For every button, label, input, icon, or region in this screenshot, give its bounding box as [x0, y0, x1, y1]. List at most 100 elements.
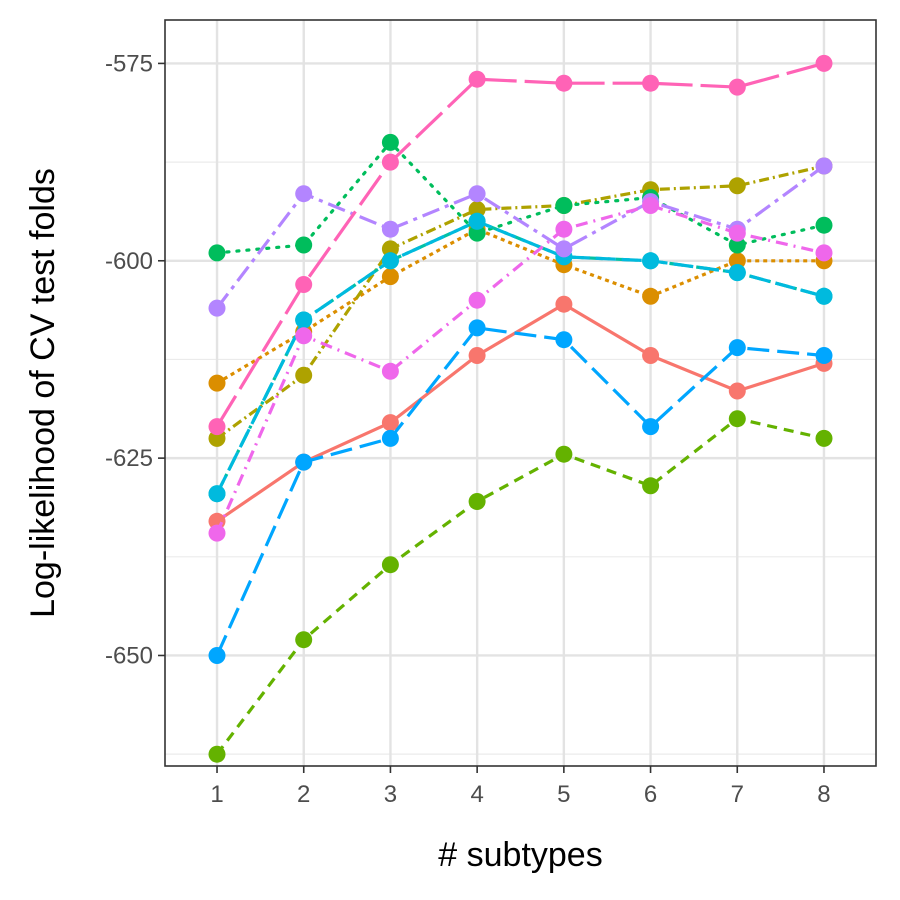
series-10-point-1: [208, 524, 226, 542]
series-9-point-3: [381, 220, 399, 238]
series-4-point-7: [728, 410, 746, 428]
x-tick-label: 6: [644, 781, 657, 808]
series-10-point-8: [815, 244, 833, 262]
series-4-point-6: [642, 477, 660, 495]
series-10-point-6: [642, 197, 660, 214]
series-11-line: [215, 61, 825, 428]
series-3-point-2: [295, 366, 313, 384]
x-tick-label: 1: [210, 781, 223, 808]
x-tick-label: 3: [384, 781, 397, 808]
series-11-point-5: [555, 74, 573, 92]
series-6-line: [215, 219, 825, 495]
x-tick-label: 2: [297, 781, 310, 808]
series-layer: [208, 54, 833, 763]
x-tick-label: 8: [817, 781, 830, 808]
panel-border: [164, 19, 877, 767]
series-7-point-2: [295, 311, 313, 329]
series-8-line: [215, 326, 825, 657]
series-1-point-7: [728, 382, 746, 400]
series-11-point-8: [815, 54, 833, 72]
series-4-point-4: [468, 493, 486, 510]
x-axis-title: # subtypes: [438, 836, 602, 874]
series-5-line: [215, 140, 826, 255]
x-tick-label: 7: [731, 781, 744, 808]
series-2-point-1: [208, 374, 226, 392]
series-11: [208, 54, 833, 436]
series-4-point-2: [295, 631, 313, 649]
series-10-point-3: [381, 362, 399, 380]
series-9-point-8: [815, 157, 833, 175]
series-2-point-6: [642, 287, 660, 305]
series-9-point-5: [555, 240, 573, 258]
series-10-line: [215, 203, 825, 534]
x-tick-label: 5: [557, 781, 570, 808]
series-5-point-5: [555, 197, 573, 214]
series-4-point-3: [381, 556, 399, 574]
series-1-line: [216, 302, 825, 523]
series-4-point-1: [208, 745, 226, 763]
series-7-point-7: [728, 264, 746, 282]
y-tick-label: -575: [105, 50, 153, 77]
series-10-point-4: [468, 291, 486, 309]
series-10: [208, 197, 833, 542]
series-5-point-1: [208, 244, 226, 262]
series-3-line: [216, 164, 825, 440]
series-11-point-4: [468, 70, 486, 88]
series-1-point-4: [468, 347, 486, 364]
y-tick-label: -600: [105, 248, 153, 275]
series-1-point-5: [555, 295, 573, 313]
series-11-point-6: [642, 74, 660, 92]
series-3-point-1: [208, 429, 226, 447]
axis-ticks: [158, 62, 825, 773]
tick-labels: -650 -625 -600 -575 1 2 3 4 5 6 7 8: [105, 50, 831, 808]
series-5-point-8: [815, 216, 833, 234]
series-9-point-2: [295, 185, 313, 203]
series-1-point-6: [642, 347, 660, 364]
series-7-point-4: [468, 212, 486, 230]
series-8-point-3: [381, 429, 399, 447]
series-11-point-1: [208, 418, 226, 436]
series-10-point-2: [295, 327, 313, 345]
y-axis-title: Log-likelihood of CV test folds: [24, 168, 62, 618]
series-7-point-8: [815, 287, 833, 305]
series-11-point-3: [381, 153, 399, 171]
series-7-line: [215, 219, 825, 495]
series-8-point-1: [208, 647, 226, 664]
series-5-point-3: [381, 133, 399, 151]
series-10-point-5: [555, 220, 573, 238]
y-tick-label: -650: [105, 642, 153, 669]
series-1-point-3: [381, 414, 399, 432]
series-3-point-7: [728, 177, 746, 195]
series-9-point-4: [468, 185, 486, 203]
x-tick-label: 4: [470, 781, 483, 808]
series-4-line: [215, 417, 825, 756]
series-8-point-5: [555, 331, 573, 349]
series-7-point-3: [381, 252, 399, 270]
series-3-point-3: [381, 240, 399, 258]
series-8-point-4: [468, 319, 486, 337]
series-9-line: [215, 164, 825, 310]
series-5-point-7: [728, 236, 746, 254]
series-8-point-7: [728, 339, 746, 357]
series-10-point-7: [728, 224, 746, 242]
series-11-point-7: [728, 78, 746, 96]
series-2-point-7: [728, 252, 746, 270]
series-11-point-2: [295, 276, 313, 293]
series-4-point-5: [555, 445, 573, 463]
series-9-point-1: [208, 299, 226, 317]
series-5-point-2: [295, 236, 313, 254]
series-8-point-6: [642, 418, 660, 436]
series-8-point-8: [815, 347, 833, 364]
series-3-point-4: [468, 201, 486, 218]
series-5-point-4: [468, 224, 486, 242]
series-8-point-2: [295, 453, 313, 471]
series-7-point-6: [642, 252, 660, 270]
series-7-point-1: [208, 485, 226, 503]
series-2-point-3: [381, 268, 399, 286]
series-4-point-8: [815, 429, 833, 447]
y-tick-label: -625: [105, 445, 153, 472]
series-4: [208, 410, 833, 763]
series-8: [208, 319, 833, 664]
